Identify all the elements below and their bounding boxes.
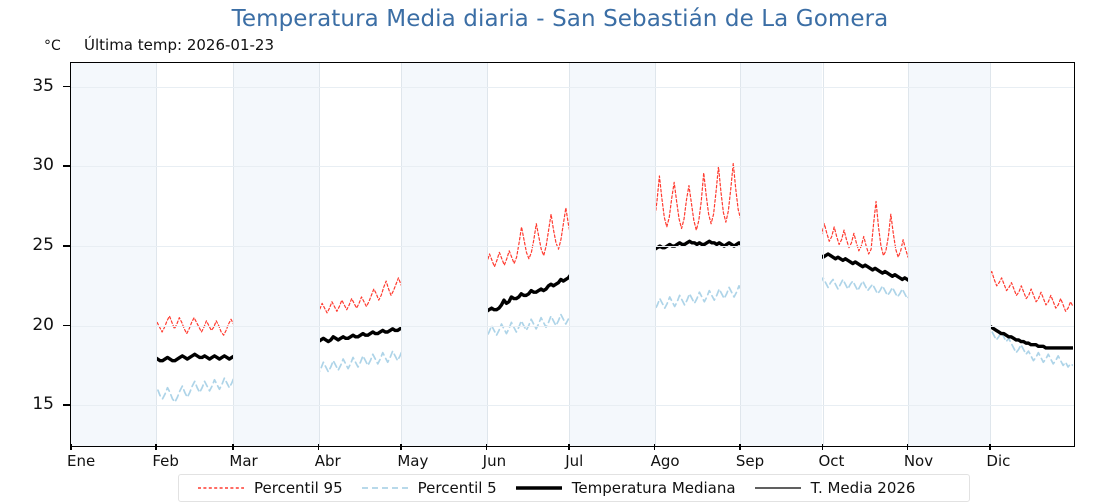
y-axis-tick <box>63 324 70 327</box>
y-axis-tick-label: 35 <box>32 75 54 96</box>
y-axis-tick-label: 15 <box>32 394 54 415</box>
y-axis-tick <box>63 165 70 168</box>
y-axis-tick-label: 30 <box>32 155 54 176</box>
legend-label-percentil-95: Percentil 95 <box>254 479 343 497</box>
x-axis-tick <box>568 444 570 450</box>
x-axis-tick-label: Nov <box>903 452 934 470</box>
x-axis-tick <box>485 444 488 450</box>
x-axis-tick <box>400 444 402 450</box>
y-axis-tick <box>63 404 70 406</box>
x-axis-tick-label: Jul <box>565 452 584 470</box>
legend-label-t-media-2026: T. Media 2026 <box>810 479 916 497</box>
chart-legend: Percentil 95 Percentil 5 Temperatura Med… <box>178 474 970 502</box>
x-axis-tick <box>738 444 741 450</box>
last-temp-subtitle: Última temp: 2026-01-23 <box>84 36 275 54</box>
legend-swatch-percentil-95 <box>198 487 244 489</box>
legend-label-percentil-5: Percentil 5 <box>417 479 497 497</box>
x-axis-tick-label: Jun <box>482 452 507 470</box>
x-axis-tick <box>906 444 909 450</box>
x-axis-tick-label: Ene <box>67 452 96 470</box>
x-axis-tick-label: Mar <box>229 452 258 470</box>
x-axis-tick-label: Dic <box>986 452 1011 470</box>
x-axis-tick <box>989 444 991 450</box>
y-axis-tick <box>63 245 70 247</box>
y-axis-tick <box>63 85 70 88</box>
y-axis-tick-label: 20 <box>32 314 54 335</box>
x-axis-tick-label: Feb <box>152 452 179 470</box>
x-axis-tick-label: Oct <box>818 452 845 470</box>
x-axis-tick <box>155 444 157 450</box>
x-axis-tick-label: Abr <box>314 452 341 470</box>
x-axis-tick <box>653 444 656 450</box>
y-axis-unit-label: °C <box>44 38 61 54</box>
x-axis-tick <box>232 444 234 450</box>
x-axis-tick-label: Ago <box>650 452 680 470</box>
legend-item-t-media-2026: T. Media 2026 <box>754 479 916 497</box>
x-axis-tick <box>70 444 72 450</box>
legend-swatch-temperatura-mediana <box>515 486 562 490</box>
legend-item-percentil-95: Percentil 95 <box>197 479 343 497</box>
x-axis-tick <box>317 444 320 450</box>
legend-item-temperatura-mediana: Temperatura Mediana <box>515 479 736 497</box>
legend-item-percentil-5: Percentil 5 <box>361 479 497 497</box>
legend-swatch-t-media-2026 <box>754 487 801 489</box>
legend-swatch-percentil-5 <box>361 487 408 489</box>
y-axis-tick-label: 25 <box>32 235 54 256</box>
x-axis-tick-label: May <box>397 452 429 470</box>
legend-label-temperatura-mediana: Temperatura Mediana <box>571 479 736 497</box>
page-title: Temperatura Media diaria - San Sebastián… <box>231 6 889 32</box>
plot-area <box>70 62 1075 447</box>
x-axis-tick <box>821 444 824 450</box>
x-axis-tick-label: Sep <box>735 452 765 470</box>
